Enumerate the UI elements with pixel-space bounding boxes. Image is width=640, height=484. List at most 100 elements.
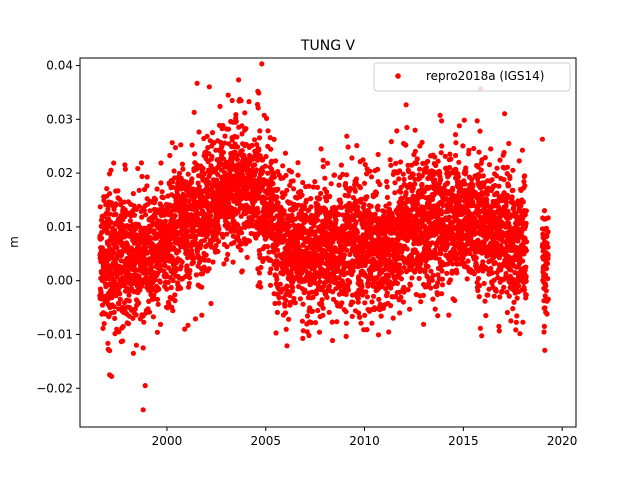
data-point	[111, 304, 117, 310]
data-point	[154, 329, 160, 335]
data-point	[176, 170, 183, 176]
data-point	[187, 275, 193, 281]
data-point	[303, 197, 309, 203]
data-point	[412, 148, 418, 154]
data-point	[449, 268, 455, 274]
data-point	[363, 289, 369, 295]
data-point	[471, 271, 477, 277]
data-point	[274, 276, 280, 282]
data-point	[130, 315, 136, 321]
data-point	[414, 156, 420, 162]
data-point	[384, 194, 390, 200]
data-point	[317, 196, 323, 202]
data-point	[258, 284, 264, 290]
data-point	[438, 251, 444, 257]
data-point	[307, 281, 314, 287]
data-point	[204, 133, 210, 139]
data-point	[398, 269, 405, 275]
data-point	[189, 142, 195, 148]
data-point	[431, 171, 437, 178]
data-point	[469, 176, 475, 183]
data-point	[446, 164, 453, 171]
data-point	[400, 299, 406, 305]
data-point	[392, 180, 398, 186]
data-point	[384, 184, 390, 190]
data-point	[501, 284, 507, 290]
data-point	[435, 280, 441, 286]
data-point	[121, 199, 127, 205]
data-point	[446, 214, 452, 220]
data-point	[254, 205, 260, 211]
data-point	[369, 320, 375, 326]
data-point	[278, 228, 284, 234]
data-point	[343, 333, 349, 339]
data-point	[345, 193, 352, 199]
data-point	[323, 198, 330, 204]
data-point	[111, 206, 117, 212]
data-point	[327, 193, 333, 199]
data-point	[410, 185, 416, 191]
data-point	[101, 197, 107, 203]
data-point	[397, 168, 403, 174]
data-point	[257, 280, 263, 286]
data-point	[117, 201, 124, 208]
data-point	[112, 227, 118, 233]
data-point	[343, 180, 349, 187]
data-point	[403, 189, 409, 196]
data-point	[362, 162, 368, 168]
data-point	[171, 168, 177, 174]
data-point	[353, 180, 359, 186]
data-point	[473, 255, 479, 261]
data-point	[152, 197, 159, 203]
data-point	[173, 260, 179, 266]
data-point	[167, 152, 173, 159]
data-point	[364, 194, 370, 200]
data-point	[357, 185, 363, 191]
data-point	[497, 157, 503, 163]
data-point	[234, 152, 240, 158]
data-point	[350, 268, 356, 274]
data-point	[420, 292, 426, 298]
data-point	[136, 187, 142, 193]
data-point	[139, 214, 145, 220]
data-point	[162, 218, 168, 224]
data-point	[206, 84, 212, 90]
data-point	[390, 315, 396, 321]
data-point	[225, 251, 231, 257]
data-point	[304, 313, 311, 319]
data-point	[295, 172, 301, 178]
data-point	[260, 168, 266, 175]
data-point	[254, 142, 260, 148]
data-point	[315, 307, 321, 314]
data-point	[180, 166, 186, 172]
data-point	[386, 201, 392, 207]
data-point	[234, 134, 240, 140]
data-point	[302, 287, 308, 293]
data-point	[412, 269, 418, 275]
data-point	[168, 203, 174, 209]
data-point	[331, 172, 338, 178]
data-point	[224, 231, 230, 237]
data-point	[312, 232, 318, 239]
data-point	[401, 289, 407, 295]
data-point	[384, 178, 390, 185]
data-point	[480, 173, 486, 179]
data-point	[398, 294, 404, 300]
data-point	[276, 295, 282, 301]
data-point	[428, 285, 434, 291]
data-point	[438, 150, 444, 156]
data-point	[255, 209, 261, 215]
data-point	[201, 170, 207, 177]
data-point	[473, 230, 479, 236]
data-point	[300, 301, 306, 307]
data-point	[165, 279, 171, 285]
data-point	[477, 325, 483, 331]
data-point	[398, 276, 404, 282]
data-point	[502, 111, 508, 117]
data-point	[309, 308, 316, 314]
data-point	[136, 203, 142, 209]
data-point	[239, 131, 245, 137]
data-point	[236, 77, 242, 83]
data-point	[320, 164, 326, 170]
data-point	[378, 262, 384, 268]
